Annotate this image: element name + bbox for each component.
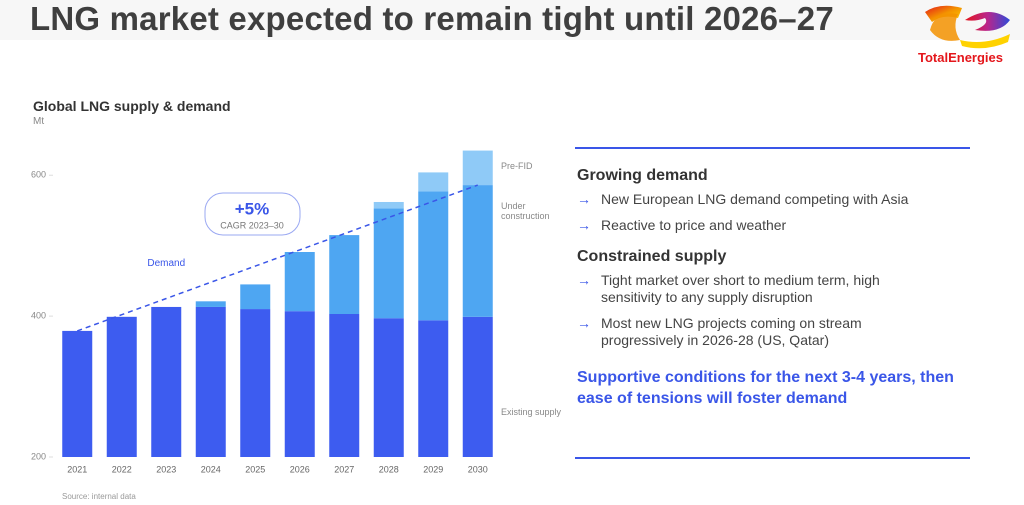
x-tick-label: 2030 — [468, 464, 488, 474]
bullet: Tight market over short to medium term, … — [577, 272, 901, 306]
x-tick-label: 2022 — [112, 464, 132, 474]
text-panel: Growing demand New European LNG demand c… — [577, 167, 977, 409]
bullet: Reactive to price and weather — [577, 217, 977, 234]
x-tick-label: 2023 — [156, 464, 176, 474]
bar-segment — [329, 235, 360, 314]
source-note: Source: internal data — [62, 492, 136, 501]
x-tick-label: 2027 — [334, 464, 354, 474]
bar-segment — [195, 301, 226, 307]
legend-label: Existing supply — [501, 406, 562, 417]
y-tick-label: 600 — [31, 170, 46, 180]
y-tick-label: 400 — [31, 310, 46, 320]
bar-segment — [195, 306, 226, 457]
bar-segment — [418, 172, 449, 192]
bar-segment — [462, 316, 493, 457]
x-tick-label: 2029 — [423, 464, 443, 474]
bar-segment — [329, 313, 360, 457]
bar-segment — [240, 284, 271, 310]
x-tick-label: 2026 — [290, 464, 310, 474]
bar-segment — [373, 208, 404, 319]
chart-title: Global LNG supply & demand — [33, 98, 231, 114]
slide-title: LNG market expected to remain tight unti… — [30, 0, 834, 37]
y-tick-label: 200 — [31, 451, 46, 461]
logo-text: TotalEnergies — [918, 50, 1004, 65]
annotation-value: +5% — [235, 199, 270, 218]
section-heading: Growing demand — [577, 167, 708, 184]
conclusion: Supportive conditions for the next 3-4 y… — [577, 369, 954, 407]
logo-mark — [925, 5, 1010, 49]
legend-label: Pre-FID — [501, 160, 533, 171]
line-label: Demand — [147, 258, 185, 269]
bar-segment — [62, 330, 93, 457]
bar-segment — [240, 309, 271, 457]
annotation-box — [204, 192, 301, 236]
x-tick-label: 2021 — [67, 464, 87, 474]
demand-line — [76, 184, 479, 332]
x-tick-label: 2028 — [379, 464, 399, 474]
x-tick-label: 2024 — [201, 464, 221, 474]
bullet: Most new LNG projects coming on stream p… — [577, 315, 901, 349]
bar-segment — [418, 320, 449, 457]
legend-label: Under construction — [501, 200, 550, 221]
bar-segment — [151, 306, 182, 457]
bar-segment — [373, 201, 404, 209]
bar-segment — [373, 318, 404, 457]
bar-segment — [462, 185, 493, 317]
bar-segment — [106, 316, 137, 457]
x-tick-label: 2025 — [245, 464, 265, 474]
title-band — [0, 0, 1024, 40]
bar-segment — [284, 252, 315, 312]
annotation-note: CAGR 2023–30 — [220, 220, 284, 230]
y-axis-label: Mt — [33, 116, 45, 127]
bar-segment — [284, 311, 315, 457]
bullet: New European LNG demand competing with A… — [577, 191, 977, 208]
bar-segment — [462, 150, 493, 186]
bar-segment — [418, 191, 449, 321]
section-heading: Constrained supply — [577, 248, 727, 265]
